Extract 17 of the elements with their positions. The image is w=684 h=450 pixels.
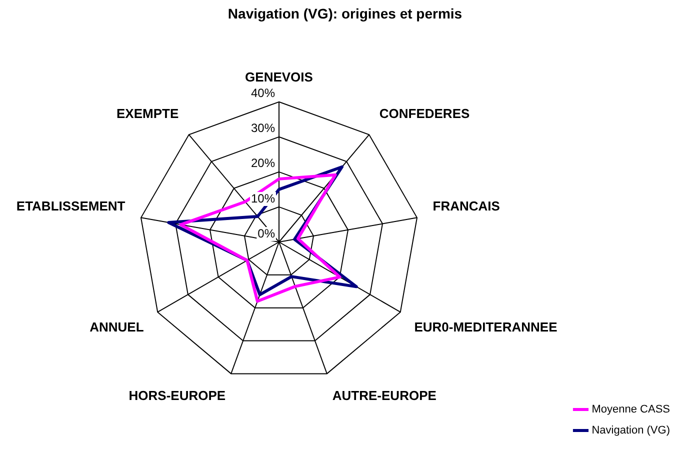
- spoke-label: EXEMPTE: [116, 106, 179, 122]
- legend-label: Navigation (VG): [592, 424, 670, 437]
- legend-label: Moyenne CASS: [592, 404, 670, 416]
- y-tick-label: 30%: [250, 121, 276, 136]
- spoke-label: CONFEDERES: [379, 106, 470, 122]
- spoke-label: FRANCAIS: [432, 198, 500, 214]
- spoke-label: EUR0-MEDITERANNEE: [414, 319, 558, 334]
- y-tick-label: 20%: [250, 156, 276, 170]
- chart-title: Navigation (VG): origines et permis: [228, 5, 462, 22]
- y-tick-label: 10%: [250, 191, 276, 206]
- y-tick-label: 0%: [258, 226, 276, 240]
- spoke-label: GENEVOIS: [245, 70, 314, 85]
- spoke-label: ETABLISSEMENT: [16, 198, 126, 214]
- y-tick-label: 40%: [250, 86, 276, 100]
- spoke-label: ANNUEL: [90, 319, 144, 334]
- spoke-label: AUTRE-EUROPE: [332, 388, 437, 404]
- spoke-label: HORS-EUROPE: [128, 388, 226, 404]
